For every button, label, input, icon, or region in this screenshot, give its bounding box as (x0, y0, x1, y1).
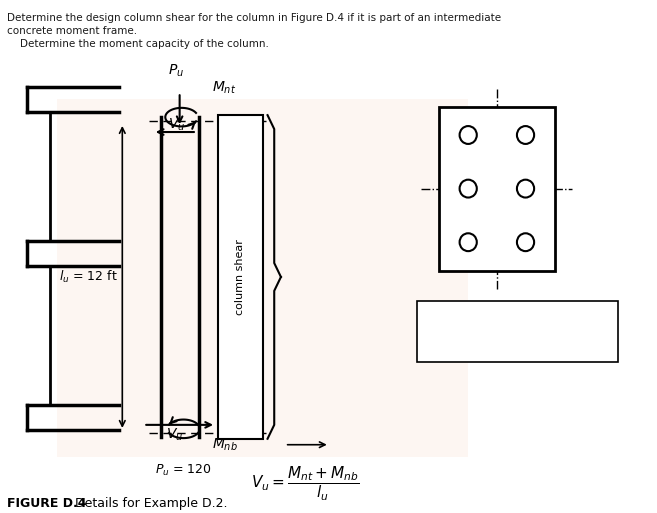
Text: $M_{nb}$: $M_{nb}$ (212, 437, 238, 453)
Text: Details for Example D.2.: Details for Example D.2. (67, 497, 227, 510)
FancyBboxPatch shape (57, 100, 468, 457)
Circle shape (460, 126, 477, 144)
Text: $V_u$: $V_u$ (168, 116, 185, 132)
Text: Determine the moment capacity of the column.: Determine the moment capacity of the col… (7, 38, 269, 49)
Circle shape (517, 233, 534, 251)
Bar (218, 115, 263, 439)
Circle shape (460, 233, 477, 251)
Text: concrete moment frame.: concrete moment frame. (7, 26, 137, 36)
Bar (439, 107, 555, 271)
Text: Determine the design column shear for the column in Figure D.4 if it is part of : Determine the design column shear for th… (7, 13, 501, 23)
Text: 16-in. square column with six #9: 16-in. square column with six #9 (424, 307, 604, 317)
Circle shape (517, 126, 534, 144)
Text: column shear: column shear (235, 239, 245, 315)
FancyBboxPatch shape (417, 301, 618, 362)
Circle shape (517, 180, 534, 198)
Circle shape (460, 180, 477, 198)
Text: FIGURE D.4: FIGURE D.4 (7, 497, 86, 510)
Text: $V_u = \dfrac{M_{nt} + M_{nb}}{l_u}$: $V_u = \dfrac{M_{nt} + M_{nb}}{l_u}$ (252, 465, 360, 503)
Text: $P_u$ = 120: $P_u$ = 120 (155, 463, 212, 478)
Text: $M_{nt}$: $M_{nt}$ (212, 79, 237, 95)
Text: $l_u$ = 12 ft: $l_u$ = 12 ft (59, 269, 118, 285)
Text: $P_u$: $P_u$ (168, 63, 184, 80)
Text: $V_u$: $V_u$ (166, 426, 183, 443)
Text: bars, $f'_c$ = 4 ksi, $f_y$ = 60 ksi, $\gamma$ = 0.7: bars, $f'_c$ = 4 ksi, $f_y$ = 60 ksi, $\… (424, 325, 618, 342)
